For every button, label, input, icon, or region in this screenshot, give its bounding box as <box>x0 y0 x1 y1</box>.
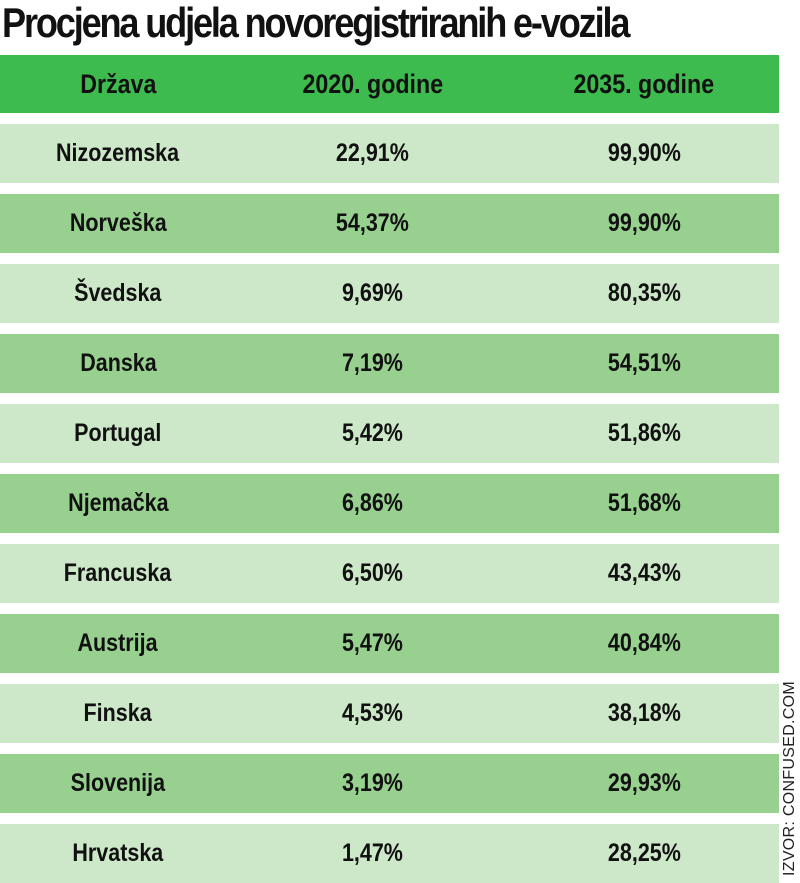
header-cell-country: Država <box>79 68 157 99</box>
table-cell-country: Austrija <box>77 629 159 657</box>
table-cell-value-2020: 6,50% <box>342 559 403 587</box>
table-cell-value-2020: 54,37% <box>336 209 409 237</box>
table-cell-country: Finska <box>83 699 153 727</box>
table-cell-country: Hrvatska <box>72 839 164 867</box>
table-header-row: Država 2020. godine 2035. godine <box>0 55 779 113</box>
table-cell-value-2035: 51,68% <box>607 489 681 517</box>
table-cell-value-2035: 40,84% <box>607 629 681 657</box>
table-cell-value-2035: 38,18% <box>607 699 681 727</box>
table-cell-value-2035: 99,90% <box>607 209 681 237</box>
table-row: Danska 7,19% 54,51% <box>0 334 779 393</box>
table-cell-country: Danska <box>79 349 157 377</box>
table-cell-country: Njemačka <box>67 489 169 517</box>
table-row: Portugal 5,42% 51,86% <box>0 404 779 463</box>
table-cell-value-2020: 5,42% <box>342 419 403 447</box>
table-cell-value-2020: 6,86% <box>342 489 403 517</box>
table-cell-value-2035: 80,35% <box>607 279 681 307</box>
header-cell-2035: 2035. godine <box>573 68 715 99</box>
table-row: Austrija 5,47% 40,84% <box>0 614 779 673</box>
table-cell-value-2020: 7,19% <box>342 349 403 377</box>
chart-title: Procjena udjela novoregistriranih e-vozi… <box>2 0 630 46</box>
table-cell-value-2020: 1,47% <box>342 839 403 867</box>
table-cell-country: Slovenija <box>70 769 166 797</box>
table-cell-value-2020: 22,91% <box>336 139 409 167</box>
table-row: Hrvatska 1,47% 28,25% <box>0 824 779 883</box>
table-cell-value-2035: 43,43% <box>607 559 681 587</box>
table-cell-country: Norveška <box>69 209 167 237</box>
table-cell-value-2035: 28,25% <box>607 839 681 867</box>
table-cell-value-2035: 54,51% <box>607 349 681 377</box>
table-cell-country: Portugal <box>74 419 162 447</box>
table-cell-value-2035: 99,90% <box>607 139 681 167</box>
table-row: Slovenija 3,19% 29,93% <box>0 754 779 813</box>
table-cell-country: Francuska <box>64 559 172 587</box>
source-note: IZVOR: CONFUSED.COM <box>781 680 798 876</box>
table-cell-value-2020: 4,53% <box>342 699 403 727</box>
table-row: Nizozemska 22,91% 99,90% <box>0 124 779 183</box>
table-cell-value-2020: 3,19% <box>342 769 403 797</box>
table-row: Francuska 6,50% 43,43% <box>0 544 779 603</box>
table-row: Norveška 54,37% 99,90% <box>0 194 779 253</box>
table-row: Finska 4,53% 38,18% <box>0 684 779 743</box>
table-cell-country: Nizozemska <box>56 139 180 167</box>
table-cell-value-2035: 51,86% <box>607 419 681 447</box>
table-cell-country: Švedska <box>74 279 162 307</box>
table-row: Njemačka 6,86% 51,68% <box>0 474 779 533</box>
table-cell-value-2035: 29,93% <box>607 769 681 797</box>
table-cell-value-2020: 9,69% <box>342 279 403 307</box>
header-cell-2020: 2020. godine <box>302 68 443 99</box>
table-cell-value-2020: 5,47% <box>342 629 403 657</box>
table-row: Švedska 9,69% 80,35% <box>0 264 779 323</box>
